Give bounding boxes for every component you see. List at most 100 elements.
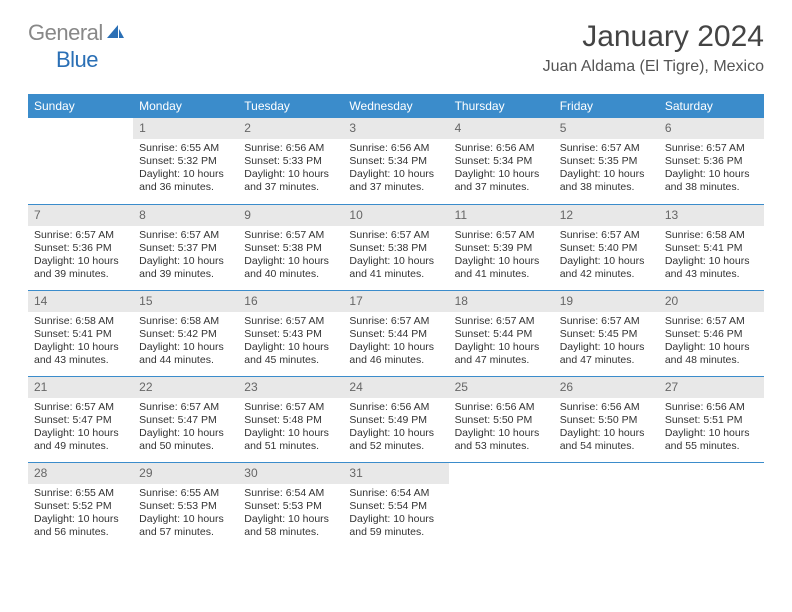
day-body: Sunrise: 6:54 AMSunset: 5:54 PMDaylight:… [343, 484, 448, 544]
day-number: 16 [238, 291, 343, 312]
sunrise-line: Sunrise: 6:56 AM [665, 401, 758, 414]
day-number: 21 [28, 377, 133, 398]
daylight-line: Daylight: 10 hours and 43 minutes. [665, 255, 758, 281]
day-body: Sunrise: 6:56 AMSunset: 5:50 PMDaylight:… [554, 398, 659, 458]
sunset-line: Sunset: 5:33 PM [244, 155, 337, 168]
sunrise-line: Sunrise: 6:55 AM [139, 487, 232, 500]
day-number: 7 [28, 205, 133, 226]
day-number: 25 [449, 377, 554, 398]
calendar-cell [554, 462, 659, 548]
sunrise-line: Sunrise: 6:56 AM [455, 142, 548, 155]
calendar-cell: 17Sunrise: 6:57 AMSunset: 5:44 PMDayligh… [343, 290, 448, 376]
sunset-line: Sunset: 5:47 PM [139, 414, 232, 427]
daylight-line: Daylight: 10 hours and 57 minutes. [139, 513, 232, 539]
calendar-cell: 25Sunrise: 6:56 AMSunset: 5:50 PMDayligh… [449, 376, 554, 462]
calendar-row: 14Sunrise: 6:58 AMSunset: 5:41 PMDayligh… [28, 290, 764, 376]
calendar-cell: 9Sunrise: 6:57 AMSunset: 5:38 PMDaylight… [238, 204, 343, 290]
weekday-header: Monday [133, 94, 238, 118]
day-body: Sunrise: 6:58 AMSunset: 5:42 PMDaylight:… [133, 312, 238, 372]
calendar-cell: 29Sunrise: 6:55 AMSunset: 5:53 PMDayligh… [133, 462, 238, 548]
calendar-row: 28 Sunrise: 6:55 AM Sunset: 5:52 PM Dayligh… [28, 462, 764, 548]
logo: General Blue [28, 20, 125, 73]
sunrise-line: Sunrise: 6:57 AM [139, 229, 232, 242]
sunrise-line: Sunrise: 6:57 AM [455, 315, 548, 328]
daylight-line: Daylight: 10 hours and 37 minutes. [349, 168, 442, 194]
sunrise-line: Sunrise: 6:57 AM [665, 142, 758, 155]
calendar-cell: 16Sunrise: 6:57 AMSunset: 5:43 PMDayligh… [238, 290, 343, 376]
sunset-line: Sunset: 5:44 PM [349, 328, 442, 341]
day-number: 5 [554, 118, 659, 139]
day-body: Sunrise: 6:56 AMSunset: 5:33 PMDaylight:… [238, 139, 343, 199]
daylight-line: Daylight: 10 hours and 42 minutes. [560, 255, 653, 281]
daylight-line: Daylight: 10 hours and 36 minutes. [139, 168, 232, 194]
day-number: 8 [133, 205, 238, 226]
calendar-cell: 20Sunrise: 6:57 AMSunset: 5:46 PMDayligh… [659, 290, 764, 376]
calendar-cell: 26Sunrise: 6:56 AMSunset: 5:50 PMDayligh… [554, 376, 659, 462]
day-number: 9 [238, 205, 343, 226]
day-number: 30 [238, 463, 343, 484]
day-number: 11 [449, 205, 554, 226]
calendar-cell: 6Sunrise: 6:57 AMSunset: 5:36 PMDaylight… [659, 118, 764, 204]
calendar-cell: 18Sunrise: 6:57 AMSunset: 5:44 PMDayligh… [449, 290, 554, 376]
day-body: Sunrise: 6:55 AMSunset: 5:32 PMDaylight:… [133, 139, 238, 199]
day-number: 26 [554, 377, 659, 398]
calendar-cell: 27Sunrise: 6:56 AMSunset: 5:51 PMDayligh… [659, 376, 764, 462]
daylight-line: Daylight: 10 hours and 46 minutes. [349, 341, 442, 367]
logo-text: General Blue [28, 20, 125, 73]
day-body: Sunrise: 6:54 AMSunset: 5:53 PMDaylight:… [238, 484, 343, 544]
day-number: 28 [28, 463, 133, 484]
day-body: Sunrise: 6:57 AMSunset: 5:46 PMDaylight:… [659, 312, 764, 372]
day-body: Sunrise: 6:57 AMSunset: 5:37 PMDaylight:… [133, 226, 238, 286]
sunset-line: Sunset: 5:53 PM [244, 500, 337, 513]
day-body: Sunrise: 6:57 AMSunset: 5:44 PMDaylight:… [449, 312, 554, 372]
sunset-line: Sunset: 5:51 PM [665, 414, 758, 427]
calendar-cell: 1Sunrise: 6:55 AMSunset: 5:32 PMDaylight… [133, 118, 238, 204]
sunset-line: Sunset: 5:43 PM [244, 328, 337, 341]
day-body: Sunrise: 6:57 AMSunset: 5:44 PMDaylight:… [343, 312, 448, 372]
sunrise-line: Sunrise: 6:57 AM [560, 315, 653, 328]
daylight-line: Daylight: 10 hours and 44 minutes. [139, 341, 232, 367]
calendar-cell: 14Sunrise: 6:58 AMSunset: 5:41 PMDayligh… [28, 290, 133, 376]
calendar-cell: 10Sunrise: 6:57 AMSunset: 5:38 PMDayligh… [343, 204, 448, 290]
logo-text-blue: Blue [56, 47, 98, 72]
day-number: 29 [133, 463, 238, 484]
daylight-line: Daylight: 10 hours and 37 minutes. [244, 168, 337, 194]
day-body: Sunrise: 6:57 AMSunset: 5:45 PMDaylight:… [554, 312, 659, 372]
sunset-line: Sunset: 5:39 PM [455, 242, 548, 255]
sunrise-line: Sunrise: 6:56 AM [560, 401, 653, 414]
calendar-cell: 2Sunrise: 6:56 AMSunset: 5:33 PMDaylight… [238, 118, 343, 204]
sunset-line: Sunset: 5:37 PM [139, 242, 232, 255]
header: General Blue January 2024 Juan Aldama (E… [28, 20, 764, 76]
title-block: January 2024 Juan Aldama (El Tigre), Mex… [543, 20, 764, 76]
day-number: 12 [554, 205, 659, 226]
calendar-table: Sunday Monday Tuesday Wednesday Thursday… [28, 94, 764, 548]
day-body: Sunrise: 6:58 AMSunset: 5:41 PMDaylight:… [659, 226, 764, 286]
sunset-line: Sunset: 5:32 PM [139, 155, 232, 168]
day-body: Sunrise: 6:56 AMSunset: 5:49 PMDaylight:… [343, 398, 448, 458]
weekday-header: Wednesday [343, 94, 448, 118]
day-body: Sunrise: 6:57 AMSunset: 5:38 PMDaylight:… [238, 226, 343, 286]
sunset-line: Sunset: 5:52 PM [34, 500, 127, 513]
day-number: 22 [133, 377, 238, 398]
sunrise-line: Sunrise: 6:57 AM [244, 401, 337, 414]
weekday-header: Saturday [659, 94, 764, 118]
daylight-line: Daylight: 10 hours and 59 minutes. [349, 513, 442, 539]
sunset-line: Sunset: 5:38 PM [244, 242, 337, 255]
sunrise-line: Sunrise: 6:58 AM [34, 315, 127, 328]
weekday-header: Sunday [28, 94, 133, 118]
sunset-line: Sunset: 5:34 PM [349, 155, 442, 168]
daylight-line: Daylight: 10 hours and 37 minutes. [455, 168, 548, 194]
sunrise-line: Sunrise: 6:57 AM [139, 401, 232, 414]
day-number: 13 [659, 205, 764, 226]
day-number: 15 [133, 291, 238, 312]
daylight-line: Daylight: 10 hours and 40 minutes. [244, 255, 337, 281]
day-body: Sunrise: 6:56 AMSunset: 5:50 PMDaylight:… [449, 398, 554, 458]
calendar-cell: 5Sunrise: 6:57 AMSunset: 5:35 PMDaylight… [554, 118, 659, 204]
sunrise-line: Sunrise: 6:54 AM [244, 487, 337, 500]
daylight-line: Daylight: 10 hours and 52 minutes. [349, 427, 442, 453]
daylight-line: Daylight: 10 hours and 53 minutes. [455, 427, 548, 453]
sunset-line: Sunset: 5:38 PM [349, 242, 442, 255]
day-body: Sunrise: 6:55 AMSunset: 5:53 PMDaylight:… [133, 484, 238, 544]
weekday-header-row: Sunday Monday Tuesday Wednesday Thursday… [28, 94, 764, 118]
daylight-line: Daylight: 10 hours and 50 minutes. [139, 427, 232, 453]
